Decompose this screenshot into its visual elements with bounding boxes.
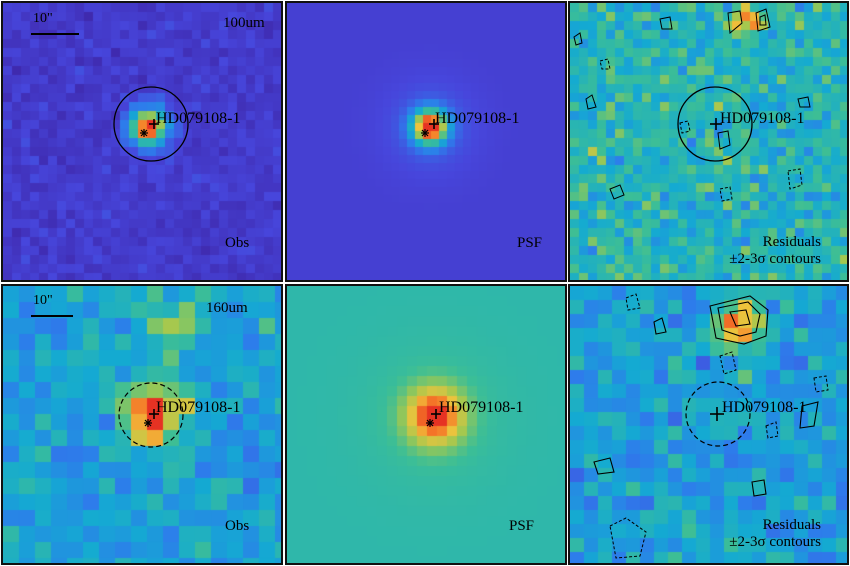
target-label: HD079108-1	[722, 399, 807, 416]
residual-160um-overlay	[593, 293, 829, 559]
psf-100um-panel: HD079108-1 PSF	[285, 1, 567, 282]
psf-label: PSF	[509, 518, 535, 534]
psf-100um-image	[287, 3, 565, 280]
obs-100um-overlay	[31, 33, 189, 162]
band-label: 100um	[223, 15, 265, 31]
aperture-circle	[118, 382, 184, 448]
psf-160um-overlay	[426, 409, 441, 427]
residual-label: Residuals	[762, 517, 821, 533]
scale-label: 10"	[33, 11, 53, 26]
obs-160um-overlay	[31, 315, 184, 448]
residual-label: Residuals	[762, 234, 821, 250]
contour-label: ±2-3σ contours	[729, 534, 821, 550]
psf-160um-panel: HD079108-1 PSF	[285, 284, 567, 565]
psf-160um-image	[287, 286, 565, 563]
source-plus-marker	[710, 118, 722, 130]
source-plus-marker	[429, 119, 439, 129]
aperture-circle	[685, 381, 751, 447]
residual-legend: Residuals ±2-3σ contours	[729, 517, 821, 551]
obs-100um-image	[3, 3, 281, 280]
target-label: HD079108-1	[156, 110, 241, 127]
psf-100um-overlay	[421, 119, 439, 137]
residual-100um-image	[570, 3, 847, 280]
residual-contours	[593, 295, 819, 497]
residual-160um-panel: HD079108-1 Residuals ±2-3σ contours	[568, 284, 849, 565]
obs-160um-panel: 10" 160um HD079108-1 Obs	[1, 284, 283, 565]
source-asterisk-marker	[140, 129, 148, 137]
target-label: HD079108-1	[156, 399, 241, 416]
source-plus-marker	[149, 119, 159, 129]
obs-160um-image	[3, 286, 281, 563]
aperture-circle	[113, 86, 189, 162]
source-plus-marker	[149, 409, 159, 419]
band-label: 160um	[206, 300, 248, 316]
residual-legend: Residuals ±2-3σ contours	[729, 234, 821, 268]
scale-label: 10"	[33, 293, 53, 308]
obs-label: Obs	[225, 518, 250, 534]
target-label: HD079108-1	[435, 110, 520, 127]
aperture-circle	[677, 86, 753, 162]
source-asterisk-marker	[421, 129, 429, 137]
target-label: HD079108-1	[720, 110, 805, 127]
source-plus-marker	[710, 407, 724, 421]
source-plus-marker	[431, 409, 441, 419]
negative-contours	[609, 293, 829, 559]
psf-label: PSF	[517, 235, 543, 251]
obs-label: Obs	[225, 235, 250, 251]
residual-100um-panel: HD079108-1 Residuals ±2-3σ contours	[568, 1, 849, 282]
obs-100um-panel: 10" 100um HD079108-1 Obs	[1, 1, 283, 282]
negative-contours	[599, 58, 803, 202]
residual-contours	[573, 8, 811, 200]
source-asterisk-marker	[144, 419, 152, 427]
residual-100um-overlay	[573, 8, 811, 202]
target-label: HD079108-1	[439, 399, 524, 416]
contour-label: ±2-3σ contours	[729, 251, 821, 267]
source-asterisk-marker	[426, 419, 434, 427]
